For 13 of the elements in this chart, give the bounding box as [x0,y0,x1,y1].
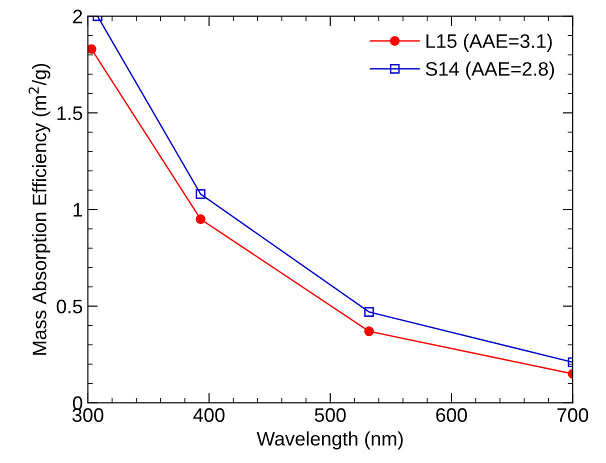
legend-label: L15 (AAE=3.1) [426,34,552,52]
legend-label: S14 (AAE=2.8) [426,62,554,80]
x-tick-label: 300 [72,408,104,422]
y-tick-label: 2 [73,10,82,24]
y-axis-title: Mass Absorption Efficiency (m$^{2}$/g) [28,64,50,355]
x-tick-label: 700 [557,408,588,422]
x-axis-title: Wavelength (nm) [256,431,403,450]
x-tick-label: 500 [314,408,346,422]
x-tick-label: 400 [193,408,225,422]
y-tick-label: 0.5 [56,300,82,314]
y-tick-label: 1 [74,203,82,217]
y-tick-label: 1.5 [57,106,82,120]
x-tick-label: 600 [436,408,467,422]
